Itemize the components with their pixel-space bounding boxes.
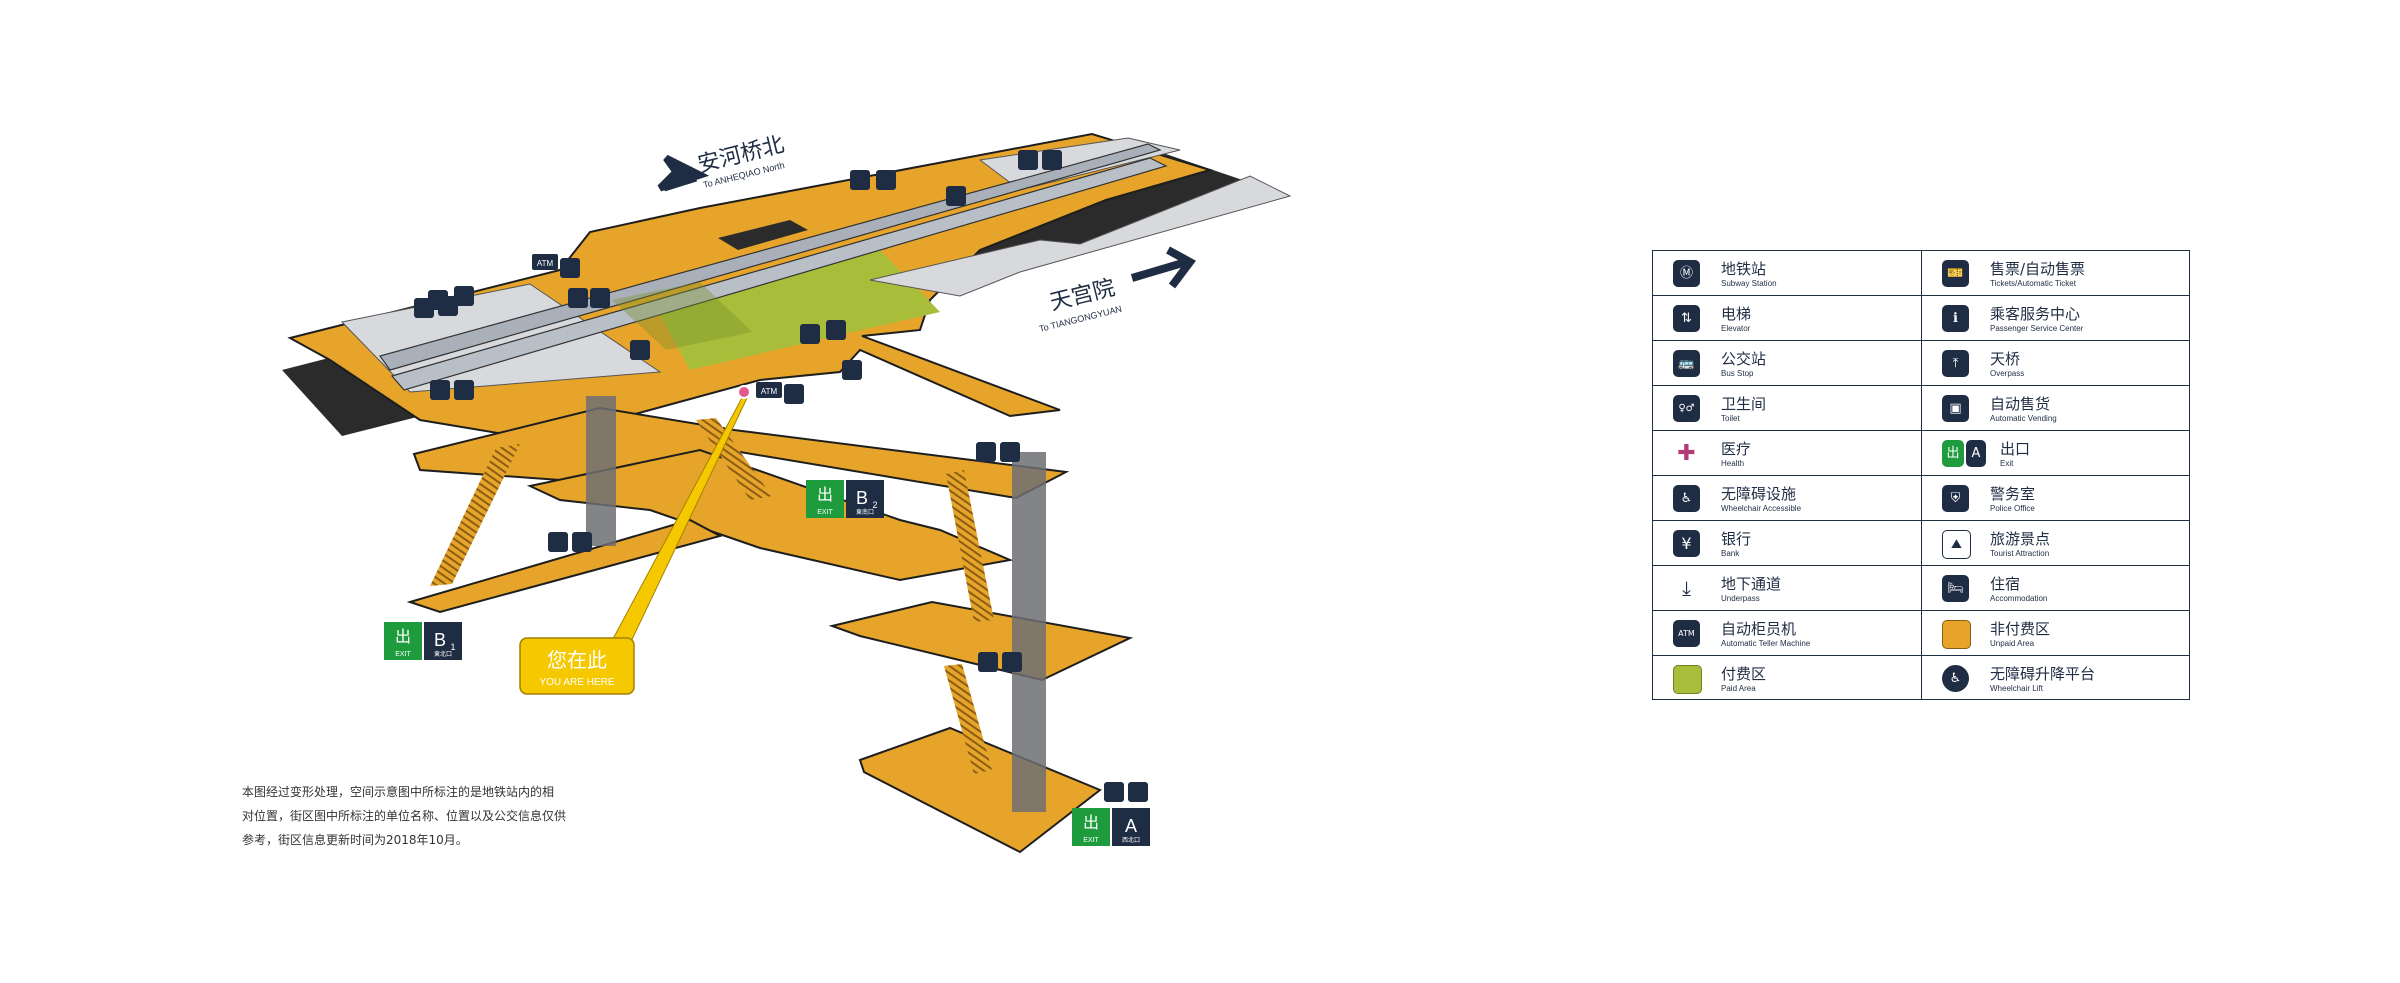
paid-area-zone: [652, 250, 940, 370]
legend-row: 🛏 住宿 Accommodation: [1922, 566, 2190, 611]
svg-text:東南口: 東南口: [856, 508, 874, 516]
ticket-icon: [800, 320, 846, 344]
toilet-icon: [430, 380, 474, 400]
exit-icon: 出: [1942, 440, 1964, 467]
svg-text:ATM: ATM: [761, 387, 778, 396]
map-disclaimer-note: 本图经过变形处理，空间示意图中所标注的是地铁站内的相 对位置，街区图中所标注的单…: [242, 780, 622, 852]
subway-icon: Ⓜ: [1673, 260, 1700, 287]
note-line-1: 本图经过变形处理，空间示意图中所标注的是地铁站内的相: [242, 785, 555, 799]
you-are-here-callout: 您在此 YOU ARE HERE: [519, 637, 635, 695]
note-line-3: 参考，街区信息更新时间为2018年10月。: [242, 833, 468, 847]
wheelchair-icon: ♿: [1673, 485, 1700, 512]
wheelchair-lift-icon: [842, 360, 862, 380]
service-center-icon: [850, 170, 896, 190]
exit-icon: 出: [1083, 813, 1099, 832]
legend-row: 出 A 出口 Exit: [1922, 431, 2190, 476]
direction-south: 天宫院 To TIANGONGYUAN: [1038, 246, 1196, 334]
police-icon: [630, 340, 650, 360]
legend-row: 🚌 公交站 Bus Stop: [1653, 341, 1921, 386]
toilet-icon: [1018, 150, 1062, 170]
service-center-icon: ℹ: [1942, 305, 1969, 332]
you-are-here-zh: 您在此: [547, 648, 607, 672]
ticket-icon: 🎫: [1942, 260, 1969, 287]
wheelchair-lift-icon: [946, 186, 966, 206]
legend-column-left: Ⓜ 地铁站 Subway Station ⇅ 电梯 Elevator 🚌 公交站 Bus S…: [1653, 251, 1922, 699]
note-line-2: 对位置，街区图中所标注的单位名称、位置以及公交信息仅供: [242, 809, 567, 823]
legend-table: Ⓜ 地铁站 Subway Station ⇅ 电梯 Elevator 🚌 公交站 Bus S…: [1652, 250, 2190, 700]
svg-text:EXIT: EXIT: [1083, 837, 1099, 844]
legend-row: 🎫 售票/自动售票 Tickets/Automatic Ticket: [1922, 251, 2190, 296]
arrow-right-icon: [1130, 246, 1196, 289]
map-facility-icons: ATM ATM: [414, 150, 1148, 802]
legend-row: ▣ 自动售货 Automatic Vending: [1922, 386, 2190, 431]
legend-row: ♿ 无障碍设施 Wheelchair Accessible: [1653, 476, 1921, 521]
svg-text:A: A: [1125, 816, 1137, 836]
svg-text:西北口: 西北口: [1122, 836, 1140, 844]
legend-row: ¥ 银行 Bank: [1653, 521, 1921, 566]
legend-row: ✚ 医疗 Health: [1653, 431, 1921, 476]
tourist-icon: ⛰: [1942, 530, 1971, 559]
elevator-shafts: [586, 396, 1046, 812]
svg-text:2: 2: [872, 500, 877, 510]
direction-north: 安河桥北 To ANHEQIAO North: [657, 132, 787, 192]
elevator-icon: [1104, 782, 1148, 802]
svg-text:EXIT: EXIT: [817, 509, 833, 516]
overpass-icon: ⤒: [1942, 350, 1969, 377]
legend-row: 付费区 Paid Area: [1653, 656, 1921, 701]
svg-text:EXIT: EXIT: [395, 651, 411, 658]
legend-row: ⇅ 电梯 Elevator: [1653, 296, 1921, 341]
exit-letter-icon: A: [1966, 440, 1986, 467]
legend-row: ♿ 无障碍升降平台 Wheelchair Lift: [1922, 656, 2190, 701]
elevator-icon: [978, 652, 1022, 672]
elevator-icon: [568, 288, 610, 308]
svg-text:ATM: ATM: [537, 259, 554, 268]
you-are-here-en: YOU ARE HERE: [539, 677, 614, 688]
elevator-icon: ⇅: [1673, 305, 1700, 332]
legend-row: ⤒ 天桥 Overpass: [1922, 341, 2190, 386]
arrow-left-icon: [657, 154, 710, 192]
legend-row: ⤓ 地下通道 Underpass: [1653, 566, 1921, 611]
concourse-level: [406, 406, 1134, 854]
bank-icon: ¥: [1673, 530, 1700, 557]
vending-icon: [428, 286, 474, 310]
svg-text:1: 1: [450, 642, 455, 652]
legend-row: Ⓜ 地铁站 Subway Station: [1653, 251, 1921, 296]
elevator-icon: [976, 442, 1020, 462]
legend-row: ⛨ 警务室 Police Office: [1922, 476, 2190, 521]
unpaid-area-swatch: [1942, 620, 1971, 649]
train-upper: [390, 157, 1168, 391]
vending-icon: ▣: [1942, 395, 1969, 422]
underpass-icon: ⤓: [1673, 575, 1700, 602]
legend-row: ℹ 乘客服务中心 Passenger Service Center: [1922, 296, 2190, 341]
paid-area-swatch: [1673, 665, 1702, 694]
wheelchair-lift-icon: ♿: [1942, 665, 1969, 692]
exit-sign-b1: 出 EXIT B 1 東北口: [384, 622, 462, 660]
stairways: [430, 418, 994, 774]
atm-icon: ATM: [532, 254, 580, 278]
atm-icon: ATM: [756, 382, 804, 404]
elevator-icon: [548, 532, 592, 552]
atm-icon: ATM: [1673, 620, 1700, 647]
exit-icon: 出: [395, 627, 411, 646]
legend-row: 非付费区 Unpaid Area: [1922, 611, 2190, 656]
bus-icon: 🚌: [1673, 350, 1700, 377]
legend-column-right: 🎫 售票/自动售票 Tickets/Automatic Ticket ℹ 乘客服务中心…: [1922, 251, 2190, 699]
legend-row: ♀♂ 卫生间 Toilet: [1653, 386, 1921, 431]
legend-row: ATM 自动柜员机 Automatic Teller Machine: [1653, 611, 1921, 656]
you-are-here-dot: [737, 385, 751, 399]
exit-icon: 出: [817, 485, 833, 504]
health-icon: ✚: [1673, 440, 1700, 467]
svg-text:B: B: [434, 630, 446, 650]
svg-text:東北口: 東北口: [434, 650, 452, 658]
toilet-icon: ♀♂: [1673, 395, 1700, 422]
police-icon: ⛨: [1942, 485, 1969, 512]
svg-text:B: B: [856, 488, 868, 508]
legend-row: ⛰ 旅游景点 Tourist Attraction: [1922, 521, 2190, 566]
accommodation-icon: 🛏: [1942, 575, 1969, 602]
exit-sign-a: 出 EXIT A 西北口: [1072, 808, 1150, 846]
exit-sign-b2: 出 EXIT B 2 東南口: [806, 480, 884, 518]
